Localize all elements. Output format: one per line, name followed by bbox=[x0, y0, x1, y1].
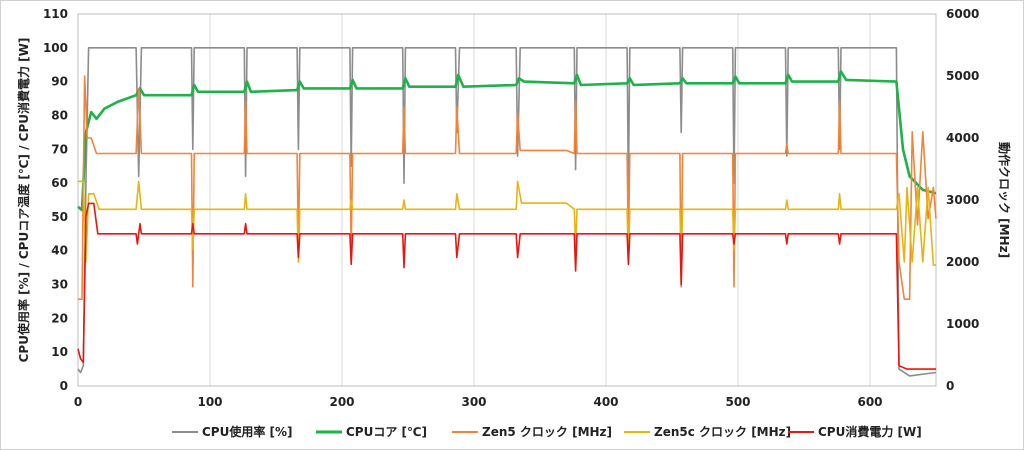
y-right-tick-label: 3000 bbox=[946, 193, 979, 207]
y-left-tick-label: 70 bbox=[51, 142, 68, 156]
plot-area-frame bbox=[77, 13, 937, 387]
series-line bbox=[77, 46, 937, 377]
legend-label: Zen5c クロック [MHz] bbox=[654, 425, 791, 439]
y-right-tick-label: 5000 bbox=[946, 69, 979, 83]
y-right-tick-label: 4000 bbox=[946, 131, 979, 145]
y-right-tick-label: 0 bbox=[946, 379, 954, 393]
y-left-tick-label: 10 bbox=[51, 345, 68, 359]
x-tick-label: 500 bbox=[725, 395, 750, 409]
legend-label: Zen5 クロック [MHz] bbox=[482, 425, 612, 439]
y-left-tick-label: 80 bbox=[51, 108, 68, 122]
tick-labels: 0 100 200 300 400 500 600010203040506070809010… bbox=[43, 7, 979, 409]
y-left-tick-label: 50 bbox=[51, 210, 68, 224]
y-left-tick-label: 0 bbox=[60, 379, 68, 393]
y-left-tick-label: 20 bbox=[51, 311, 68, 325]
y-left-tick-label: 30 bbox=[51, 278, 68, 292]
y-axis-right-label: 動作クロック [MHz] bbox=[997, 142, 1012, 258]
y-left-tick-label: 90 bbox=[51, 75, 68, 89]
x-tick-label: 400 bbox=[593, 395, 618, 409]
legend-label: CPU使用率 [%] bbox=[202, 424, 293, 439]
x-tick-label: 300 bbox=[461, 395, 486, 409]
y-right-tick-label: 1000 bbox=[946, 317, 979, 331]
x-tick-label: 100 bbox=[197, 395, 222, 409]
y-left-tick-label: 110 bbox=[43, 7, 68, 21]
legend-label: CPU消費電力 [W] bbox=[818, 424, 922, 439]
series-line bbox=[77, 70, 937, 212]
series-line bbox=[77, 202, 936, 370]
y-left-tick-label: 100 bbox=[43, 41, 68, 55]
y-left-tick-label: 40 bbox=[51, 244, 68, 258]
legend: CPU使用率 [%] CPUコア [℃] Zen5 クロック [MHz] Zen5c … bbox=[172, 424, 922, 439]
y-left-tick-label: 60 bbox=[51, 176, 68, 190]
x-tick-label: 0 bbox=[74, 395, 82, 409]
grid bbox=[209, 14, 871, 386]
series-line bbox=[78, 180, 936, 266]
y-right-tick-label: 6000 bbox=[946, 7, 979, 21]
y-right-tick-label: 2000 bbox=[946, 255, 979, 269]
y-axis-left-label: CPU使用率 [%] / CPUコア温度 [℃] / CPU消費電力 [W] bbox=[16, 38, 31, 363]
x-tick-label: 600 bbox=[857, 395, 882, 409]
legend-label: CPUコア [℃] bbox=[346, 425, 427, 439]
x-tick-label: 200 bbox=[329, 395, 354, 409]
series-group bbox=[77, 46, 937, 377]
